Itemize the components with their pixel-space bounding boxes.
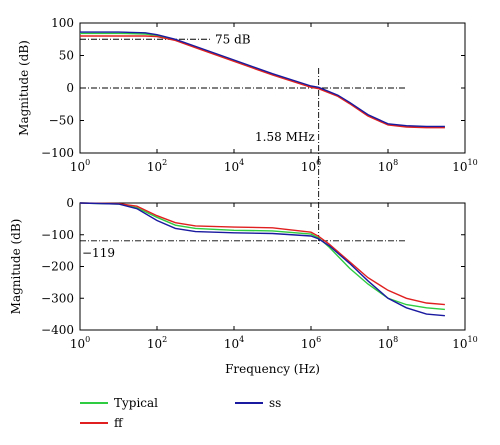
x-tick-label: 106 [301, 158, 321, 174]
y-tick-label: 0 [66, 196, 74, 210]
x-tick-base: 10 [452, 160, 467, 174]
x-tick-label: 102 [147, 335, 167, 351]
y-tick-label: 0 [66, 81, 74, 95]
y-tick-label: −400 [41, 323, 74, 337]
series-line-ss [80, 31, 445, 128]
y-tick-label: −300 [41, 291, 74, 305]
x-tick-exponent: 10 [468, 335, 478, 344]
series-line-ss [79, 202, 445, 317]
x-tick-base: 10 [70, 160, 85, 174]
x-tick-base: 10 [301, 337, 316, 351]
legend-label: ss [269, 396, 281, 410]
x-tick-base: 10 [452, 337, 467, 351]
x-tick-exponent: 8 [393, 158, 398, 167]
series-line-ff [79, 202, 445, 306]
y-axis-label: Magnitude (dB) [9, 219, 23, 315]
x-tick-label: 1010 [452, 335, 477, 351]
x-tick-exponent: 10 [468, 158, 478, 167]
x-tick-base: 10 [224, 337, 239, 351]
y-axis-label: Magnitude (dB) [17, 40, 31, 136]
legend-label: ff [114, 416, 124, 430]
x-tick-label: 1010 [452, 158, 477, 174]
x-tick-base: 10 [147, 337, 162, 351]
x-tick-exponent: 2 [162, 335, 167, 344]
x-tick-exponent: 0 [85, 335, 90, 344]
x-tick-exponent: 6 [316, 335, 321, 344]
x-tick-base: 10 [224, 160, 239, 174]
plot-frame [79, 202, 466, 331]
x-tick-label: 102 [147, 158, 167, 174]
x-tick-base: 10 [378, 160, 393, 174]
x-tick-label: 108 [378, 335, 398, 351]
annotation: 75 dB [215, 32, 251, 46]
series-line-typical [79, 202, 445, 311]
series-line-typical [80, 32, 445, 128]
x-tick-base: 10 [70, 337, 85, 351]
legend: Typical ff ss [80, 396, 281, 430]
annotation: 1.58 MHz [255, 130, 315, 144]
y-tick-label: 100 [51, 16, 74, 30]
x-tick-exponent: 4 [239, 335, 244, 344]
x-tick-label: 104 [224, 335, 244, 351]
x-tick-base: 10 [301, 160, 316, 174]
legend-label: Typical [114, 396, 158, 410]
x-tick-label: 100 [70, 335, 90, 351]
x-tick-label: 106 [301, 335, 321, 351]
x-tick-exponent: 2 [162, 158, 167, 167]
y-tick-label: −100 [41, 228, 74, 242]
x-tick-base: 10 [378, 337, 393, 351]
x-tick-label: 104 [224, 158, 244, 174]
annotation: −119 [82, 246, 115, 260]
series-line-ff [80, 35, 445, 129]
x-tick-label: 100 [70, 158, 90, 174]
x-tick-exponent: 8 [393, 335, 398, 344]
y-tick-label: −200 [41, 260, 74, 274]
x-tick-exponent: 4 [239, 158, 244, 167]
y-tick-label: −50 [49, 114, 74, 128]
y-tick-label: 50 [59, 49, 74, 63]
x-tick-base: 10 [147, 160, 162, 174]
x-tick-label: 108 [378, 158, 398, 174]
x-tick-exponent: 0 [85, 158, 90, 167]
x-axis-label: Frequency (Hz) [225, 362, 320, 376]
y-tick-label: −100 [41, 146, 74, 160]
